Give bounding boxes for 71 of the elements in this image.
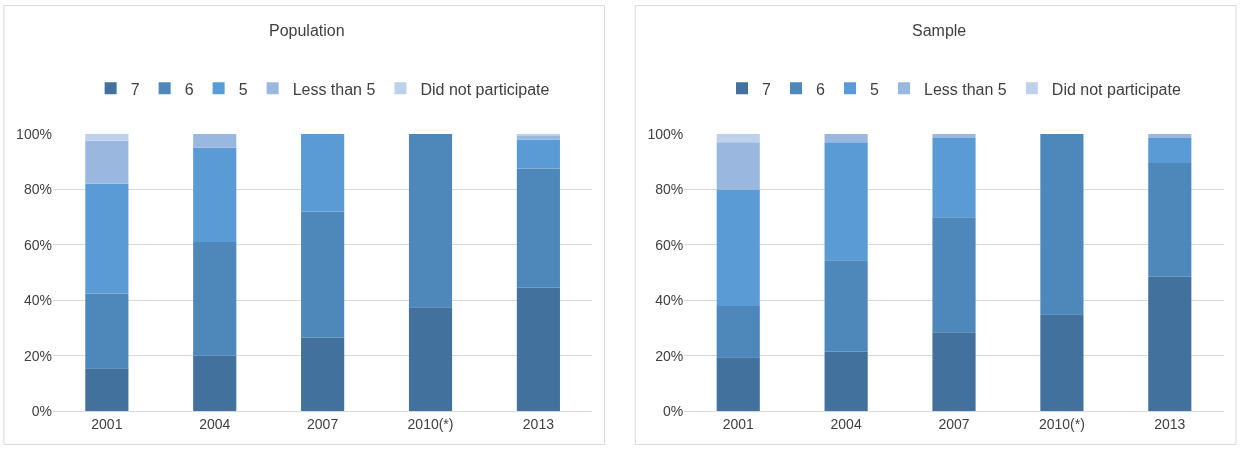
- y-tick-label: 80%: [655, 181, 684, 198]
- y-tick-label: 40%: [23, 292, 52, 309]
- bar: [516, 287, 560, 412]
- legend-label: Less than 5: [292, 80, 376, 98]
- bar: [301, 211, 345, 338]
- legend-label: 7: [130, 80, 140, 98]
- bar: [193, 355, 237, 412]
- x-tick-label: 2004: [199, 416, 231, 433]
- y-tick-label: 20%: [23, 347, 52, 364]
- y-tick-label: 80%: [23, 181, 52, 198]
- bar: [301, 133, 345, 212]
- bar: [932, 133, 976, 139]
- x-tick-label: 2004: [830, 416, 862, 433]
- legend-label: 5: [238, 80, 248, 98]
- bar: [716, 133, 760, 143]
- bar: [408, 307, 453, 412]
- bar: [1148, 276, 1192, 412]
- bar: [1148, 163, 1192, 277]
- bar: [716, 305, 760, 358]
- x-tick-label: 2013: [1154, 416, 1186, 433]
- bar: [716, 357, 760, 412]
- bar: [1148, 138, 1192, 164]
- y-tick-label: 100%: [16, 125, 52, 142]
- x-tick-label: 2007: [938, 416, 970, 433]
- chart-title: Sample: [912, 22, 967, 39]
- bar: [85, 133, 129, 141]
- legend-label: Less than 5: [924, 80, 1007, 98]
- y-tick-label: 60%: [655, 236, 684, 253]
- bar: [824, 260, 868, 352]
- bar: [516, 139, 560, 169]
- bar: [516, 168, 560, 288]
- x-tick-label: 2010(*): [407, 416, 454, 433]
- legend-label: 7: [762, 80, 772, 98]
- bar: [408, 133, 453, 308]
- legend-label: Did not participate: [1051, 80, 1181, 98]
- bar: [716, 189, 760, 306]
- legend-label: 5: [870, 80, 880, 98]
- bar: [85, 140, 129, 184]
- x-tick-label: 2010(*): [1038, 416, 1085, 433]
- bar: [1040, 314, 1084, 412]
- bar: [85, 368, 129, 412]
- legend-label: 6: [816, 80, 826, 98]
- bar: [85, 183, 129, 294]
- bar: [1040, 133, 1084, 315]
- bar: [1148, 133, 1192, 139]
- y-tick-label: 100%: [647, 125, 684, 142]
- bar: [193, 133, 237, 148]
- y-tick-label: 0%: [663, 403, 684, 420]
- bar: [932, 332, 976, 412]
- legend-label: 6: [184, 80, 194, 98]
- bar: [516, 133, 560, 136]
- legend-label: Did not participate: [420, 80, 550, 98]
- chart-title: Population: [269, 22, 345, 39]
- bar: [193, 242, 237, 356]
- bar: [824, 133, 868, 143]
- y-tick-label: 40%: [655, 292, 684, 309]
- y-tick-label: 0%: [31, 403, 52, 420]
- y-tick-label: 60%: [23, 236, 52, 253]
- x-tick-label: 2001: [91, 416, 123, 433]
- x-tick-label: 2013: [522, 416, 555, 433]
- bar: [301, 337, 345, 412]
- x-tick-label: 2007: [307, 416, 339, 433]
- y-tick-label: 20%: [655, 347, 684, 364]
- bar: [932, 138, 976, 218]
- bar: [932, 217, 976, 333]
- bar: [824, 142, 868, 261]
- bar: [824, 351, 868, 412]
- bar: [716, 142, 760, 190]
- x-tick-label: 2001: [722, 416, 755, 433]
- bar: [85, 293, 129, 369]
- bar: [193, 147, 237, 243]
